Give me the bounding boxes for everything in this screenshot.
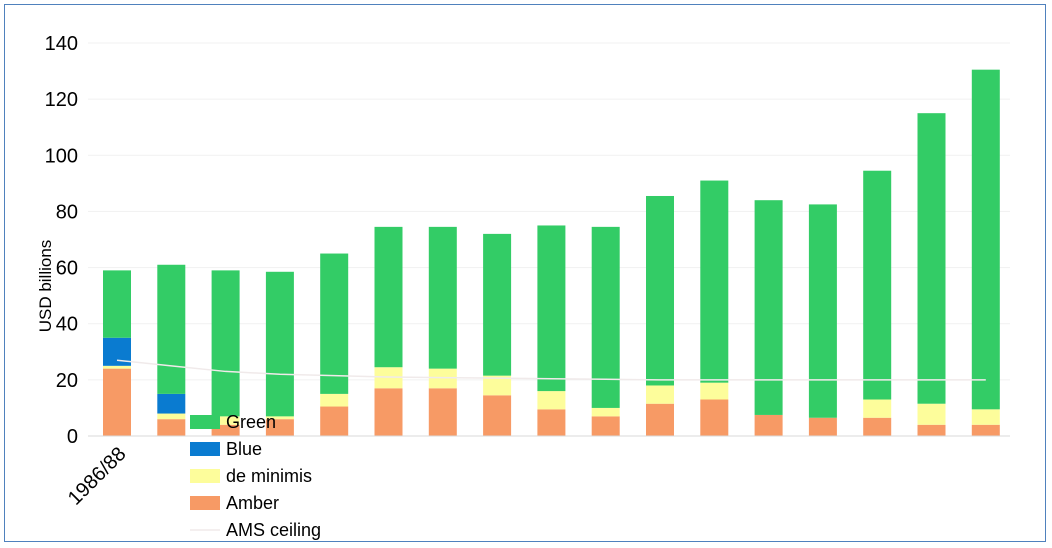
bar-de-minimis — [157, 413, 186, 420]
legend-item-green: Green — [190, 412, 276, 432]
bar-green — [211, 270, 240, 417]
bar-de-minimis — [320, 393, 349, 407]
x-axis: 1986/88 — [64, 443, 131, 510]
bar-green — [537, 225, 566, 392]
bar-de-minimis — [211, 416, 240, 425]
y-tick-label: 100 — [45, 145, 78, 167]
bar-amber — [157, 419, 186, 436]
bar-de-minimis — [917, 403, 946, 425]
bar-amber — [917, 424, 946, 436]
legend-label: de minimis — [226, 466, 312, 486]
bar-de-minimis — [103, 365, 131, 369]
bar-green — [808, 204, 837, 418]
bar-amber — [700, 399, 729, 436]
bar-amber — [374, 388, 403, 436]
bar-amber — [428, 388, 457, 436]
bar-amber — [265, 419, 294, 436]
bar-amber — [537, 409, 566, 436]
y-axis: 0 20 40 60 80 100 120 140 — [45, 33, 1010, 448]
bar-de-minimis — [591, 407, 620, 417]
bar-amber — [320, 406, 349, 436]
bar-green — [483, 233, 512, 376]
bar-green — [591, 226, 620, 408]
y-axis-label: USD billions — [36, 240, 55, 333]
bar-green — [863, 170, 892, 400]
bar-green — [374, 226, 403, 368]
legend-item-blue: Blue — [190, 439, 262, 459]
ams-ceiling-line — [116, 359, 986, 381]
legend-label: AMS ceiling — [226, 520, 321, 540]
bar-de-minimis — [863, 399, 892, 418]
bar-amber — [863, 417, 892, 436]
bar-amber — [483, 395, 512, 436]
bar-de-minimis — [483, 375, 512, 396]
bar-green — [646, 195, 674, 386]
y-tick-label: 120 — [45, 89, 78, 111]
bar-green — [157, 264, 186, 394]
y-tick-label: 60 — [56, 258, 78, 280]
bar-amber — [971, 424, 1000, 436]
legend-item-ams-ceiling: AMS ceiling — [190, 520, 321, 540]
y-tick-label: 140 — [45, 33, 78, 55]
x-tick-label: 1986/88 — [64, 443, 131, 510]
bars — [103, 69, 1000, 436]
bar-de-minimis — [700, 382, 729, 400]
legend-swatch — [190, 442, 220, 456]
bar-green — [265, 271, 294, 417]
legend-item-amber: Amber — [190, 493, 279, 513]
ams-ceiling-polyline — [116, 359, 986, 381]
bar-green — [971, 69, 1000, 410]
legend-item-de-minimis: de minimis — [190, 466, 312, 486]
y-tick-label: 40 — [56, 314, 78, 336]
bar-green — [320, 253, 349, 394]
bar-amber — [808, 417, 837, 436]
y-tick-label: 0 — [67, 426, 78, 448]
bar-amber — [591, 416, 620, 436]
bar-de-minimis — [428, 368, 457, 389]
bar-amber — [754, 414, 783, 436]
bar-de-minimis — [646, 385, 674, 404]
bar-amber — [103, 368, 131, 436]
legend: Green Blue de minimis Amber AMS ceiling — [190, 412, 321, 540]
bar-green — [700, 180, 729, 383]
legend-swatch — [190, 496, 220, 510]
y-tick-label: 20 — [56, 370, 78, 392]
bar-de-minimis — [537, 391, 566, 410]
bar-amber — [211, 424, 240, 436]
legend-label: Green — [226, 412, 276, 432]
bar-green — [428, 226, 457, 369]
legend-label: Blue — [226, 439, 262, 459]
legend-swatch — [190, 415, 220, 429]
y-tick-label: 80 — [56, 201, 78, 223]
bar-blue — [157, 393, 186, 414]
bar-green — [917, 113, 946, 404]
bar-green — [754, 200, 783, 415]
legend-swatch — [190, 469, 220, 483]
legend-label: Amber — [226, 493, 279, 513]
bar-green — [103, 270, 131, 338]
bar-de-minimis — [971, 409, 1000, 425]
bar-de-minimis — [265, 416, 294, 420]
bar-amber — [646, 403, 674, 436]
